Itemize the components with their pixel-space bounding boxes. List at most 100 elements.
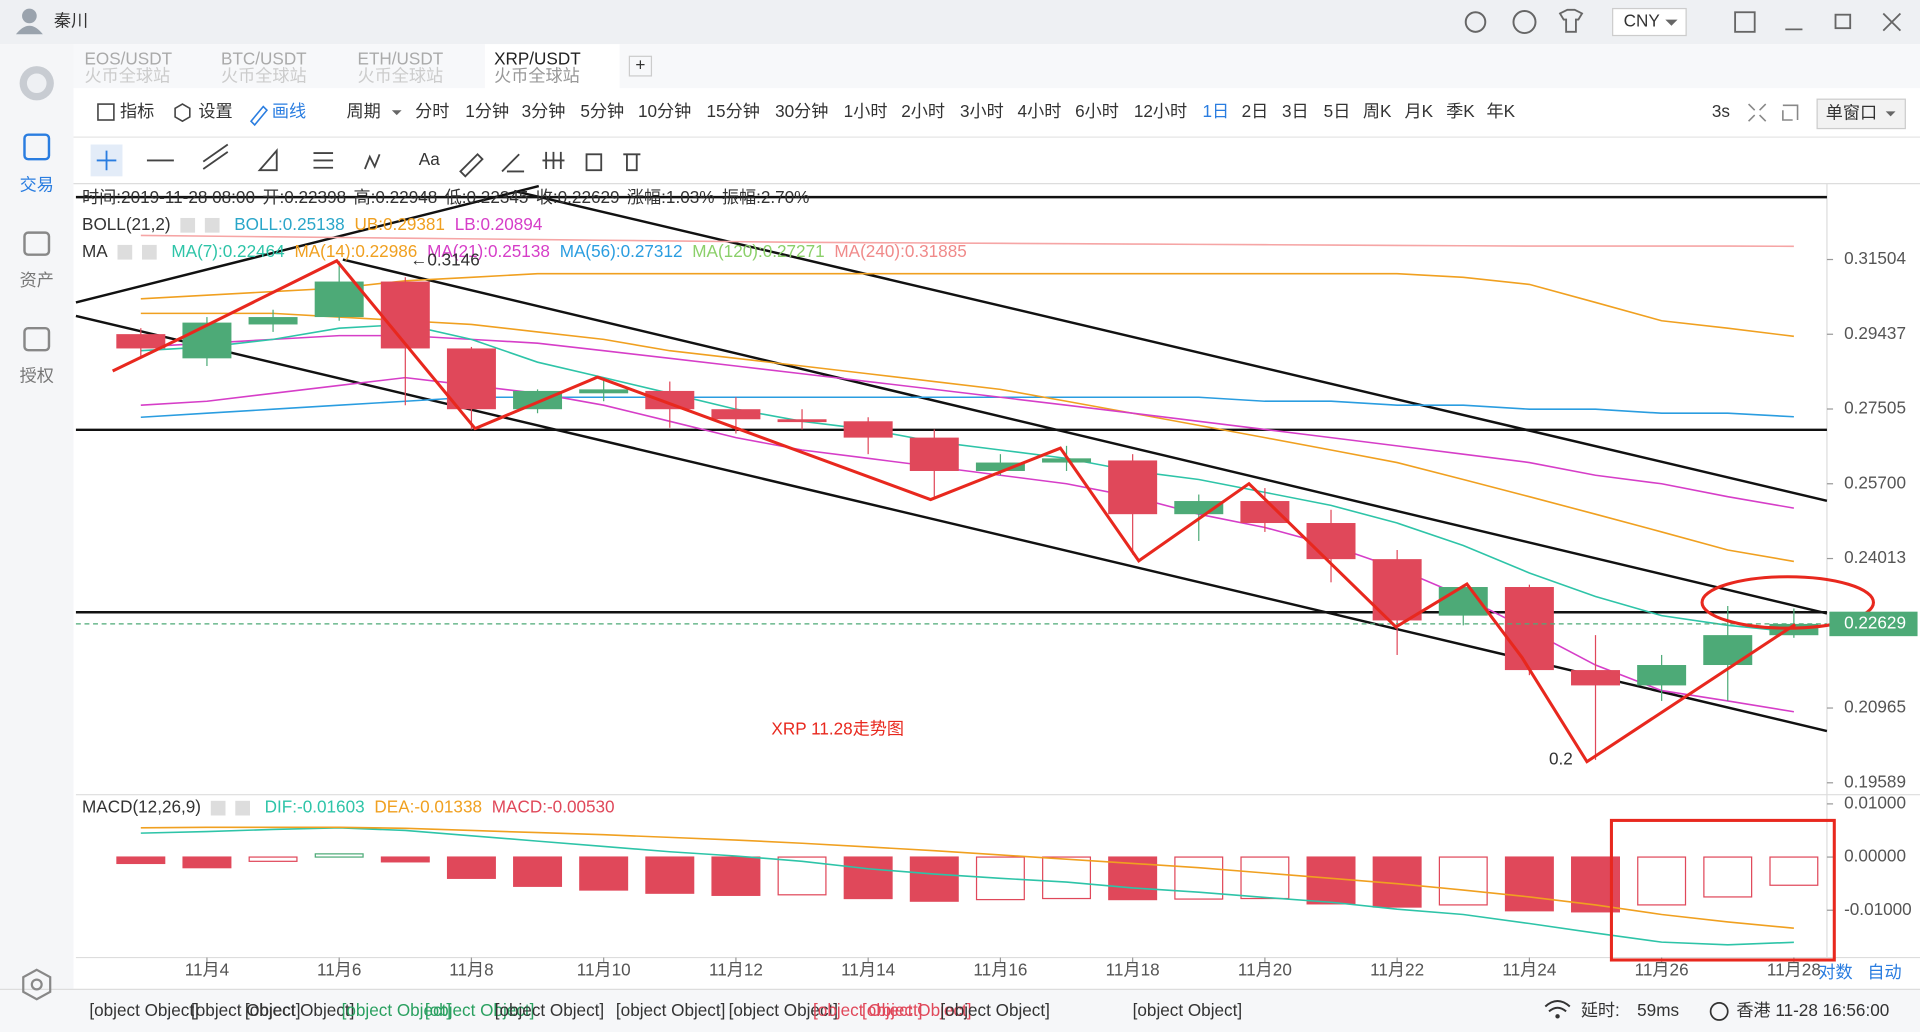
- tab-pair[interactable]: EOS/USDT: [84, 49, 172, 69]
- fullscreen-icon[interactable]: [1748, 103, 1767, 122]
- wave-tool[interactable]: [364, 153, 381, 170]
- x-tick-label: 11月18: [1106, 960, 1160, 980]
- legend-item: DIF:-0.01603: [265, 797, 365, 817]
- period-button[interactable]: 1小时: [844, 101, 888, 121]
- y-tick-label: 0.19589: [1844, 771, 1906, 791]
- period-button[interactable]: 5分钟: [580, 101, 624, 121]
- candle-body: [1703, 635, 1753, 666]
- add-tab-icon[interactable]: +: [635, 55, 645, 75]
- auth-icon[interactable]: [23, 326, 51, 352]
- toolbar-button[interactable]: 画线: [272, 101, 306, 121]
- y-tick-label: 0.25700: [1844, 472, 1906, 492]
- macd-line: [140, 827, 1794, 946]
- layout-icon[interactable]: [1734, 11, 1756, 33]
- currency[interactable]: CNY: [1624, 11, 1661, 31]
- dropdown-arrow: [1885, 111, 1896, 117]
- avatar: [15, 25, 43, 35]
- period-button[interactable]: 3小时: [960, 101, 1004, 121]
- bell-icon[interactable]: [1464, 11, 1487, 33]
- tab-exchange[interactable]: 火币全球站: [221, 66, 307, 86]
- period-button[interactable]: 10分钟: [638, 101, 691, 121]
- candle-body: [579, 389, 629, 394]
- legend-item: UB:0.29381: [354, 214, 444, 234]
- toolbar-button[interactable]: 设置: [198, 101, 232, 121]
- period-button[interactable]: 3分钟: [522, 101, 566, 121]
- low-label: 0.2: [1549, 748, 1573, 768]
- legend-close[interactable]: [142, 244, 157, 260]
- trade-icon[interactable]: [23, 133, 51, 161]
- legend-close[interactable]: [235, 800, 250, 816]
- period-button[interactable]: 2小时: [901, 101, 945, 121]
- message-icon[interactable]: [1512, 10, 1537, 35]
- text-tool[interactable]: Aa: [419, 149, 440, 169]
- ruler-tool[interactable]: [459, 152, 484, 178]
- settings-icon[interactable]: [22, 968, 52, 1001]
- candle-body: [380, 281, 430, 349]
- period-button[interactable]: 15分钟: [707, 101, 760, 121]
- period-button[interactable]: 30分钟: [775, 101, 828, 121]
- restore[interactable]: [1834, 13, 1852, 30]
- legend-close[interactable]: [204, 217, 220, 233]
- sidebar-label[interactable]: 资产: [20, 270, 54, 290]
- ray-tool[interactable]: [202, 143, 229, 170]
- window-mode[interactable]: 单窗口: [1826, 102, 1877, 122]
- bars-tool[interactable]: [542, 151, 565, 169]
- macd-bar: [711, 856, 761, 896]
- add-tab[interactable]: [628, 55, 653, 77]
- legend-toggle[interactable]: [117, 244, 133, 260]
- plot: [75, 234, 1834, 963]
- candle-body: [777, 419, 827, 423]
- period-button[interactable]: 3日: [1282, 101, 1309, 121]
- macd-bar: [314, 853, 364, 858]
- period-button[interactable]: 6小时: [1075, 101, 1119, 121]
- period-button[interactable]: 季K: [1446, 101, 1475, 121]
- lock-tool[interactable]: [585, 153, 603, 172]
- fib-tool[interactable]: [313, 152, 334, 169]
- period-button[interactable]: 周K: [1363, 101, 1392, 121]
- axis-mode[interactable]: 对数: [1818, 962, 1852, 982]
- status-item: [object Object]: [1133, 1000, 1242, 1020]
- avatar[interactable]: [22, 8, 37, 24]
- legend-label: MACD(12,26,9): [82, 797, 201, 817]
- legend-toggle[interactable]: [210, 800, 226, 816]
- period-button[interactable]: 12小时: [1134, 101, 1187, 121]
- macd-bar: [1438, 856, 1488, 906]
- toolbar-button[interactable]: 周期: [347, 101, 381, 121]
- triangle-tool[interactable]: [257, 148, 278, 172]
- tab-exchange[interactable]: 火币全球站: [84, 66, 170, 86]
- period-button[interactable]: 1日: [1202, 101, 1229, 121]
- period-button[interactable]: 分时: [415, 101, 449, 121]
- period-button[interactable]: 1分钟: [465, 101, 509, 121]
- period-button[interactable]: 2日: [1242, 101, 1269, 121]
- close[interactable]: [1882, 12, 1902, 32]
- tab-exchange[interactable]: 火币全球站: [494, 66, 580, 86]
- legend-item: MA(21):0.25138: [427, 241, 550, 261]
- period-button[interactable]: 月K: [1404, 101, 1433, 121]
- candle-body: [909, 437, 959, 471]
- period-button[interactable]: 5日: [1324, 101, 1351, 121]
- active-tab[interactable]: [484, 44, 620, 89]
- x-tick-label: 11月24: [1502, 960, 1556, 980]
- tab-pair[interactable]: ETH/USDT: [358, 49, 444, 69]
- candle-body: [1571, 670, 1621, 686]
- brush-tool[interactable]: [501, 153, 525, 173]
- legend-toggle[interactable]: [180, 217, 196, 233]
- tab-pair[interactable]: BTC/USDT: [221, 49, 307, 69]
- refresh-interval[interactable]: 3s: [1712, 101, 1730, 121]
- sidebar-label[interactable]: 授权: [20, 366, 54, 386]
- skin-icon[interactable]: [1558, 8, 1584, 33]
- tab-exchange[interactable]: 火币全球站: [358, 66, 444, 86]
- delete-tool[interactable]: [623, 153, 641, 172]
- axis-mode[interactable]: 自动: [1867, 962, 1901, 982]
- sidebar-label[interactable]: 交易: [20, 175, 54, 195]
- toolbar-button[interactable]: 指标: [120, 101, 154, 121]
- user-name[interactable]: 秦川: [54, 11, 88, 31]
- popout-icon[interactable]: [1782, 104, 1799, 121]
- period-button[interactable]: 4小时: [1018, 101, 1062, 121]
- tab-pair[interactable]: XRP/USDT: [494, 49, 581, 69]
- period-button[interactable]: 年K: [1487, 101, 1516, 121]
- y-tick-label: 0.20965: [1844, 697, 1906, 717]
- draw-icon: [249, 105, 269, 127]
- assets-icon[interactable]: [23, 231, 51, 256]
